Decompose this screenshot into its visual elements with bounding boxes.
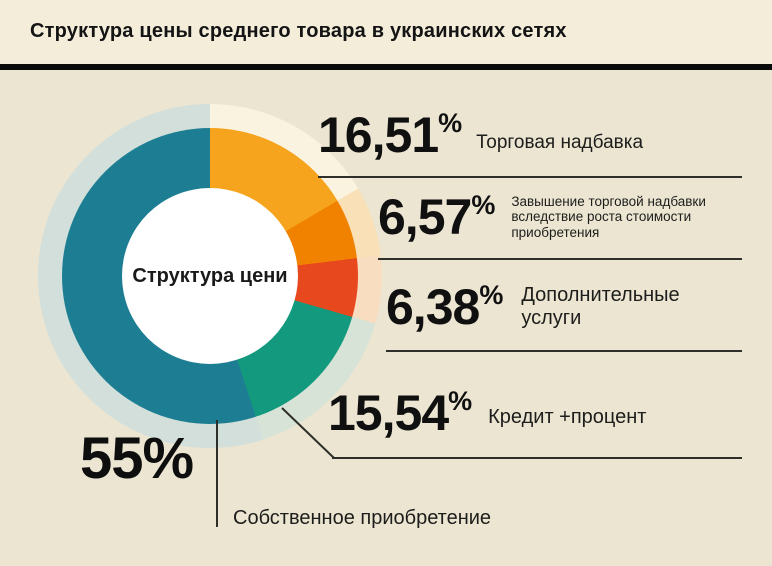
- stat-additional-services: 6,38% Дополнительные услуги: [386, 279, 721, 335]
- stat-markup-inflation: 6,57% Завышение торговой надбавки вследс…: [378, 189, 741, 245]
- donut-chart: Структура цени: [38, 104, 382, 448]
- stat-number: 16,51: [318, 107, 439, 163]
- stat-number: 6,38: [386, 279, 480, 335]
- stat-label: Торговая надбавка: [476, 132, 644, 154]
- header: Структура цены среднего товара в украинс…: [0, 0, 772, 64]
- stat-number: 15,54: [328, 385, 449, 441]
- stat-own-purchase-label: Собственное приобретение: [233, 507, 492, 529]
- stat-own-purchase-value: 55%: [80, 430, 194, 488]
- donut-center-label: Структура цени: [132, 264, 288, 287]
- donut-center: Структура цени: [122, 188, 298, 364]
- stat-number: 6,57: [378, 189, 472, 245]
- percent-sign: %: [448, 386, 473, 416]
- stat-label: Завышение торговой надбавки вследствие р…: [511, 193, 706, 240]
- stat-value: 6,57%: [378, 189, 496, 245]
- underline-markup-inflation: [378, 258, 742, 260]
- stat-number: 55: [80, 426, 144, 491]
- underline-trade-markup: [318, 176, 742, 178]
- stat-label: Дополнительные услуги: [521, 284, 680, 329]
- page-title: Структура цены среднего товара в украинс…: [30, 20, 567, 42]
- underline-additional-services: [386, 350, 742, 352]
- percent-sign: %: [438, 108, 463, 138]
- underline-credit-percent: [332, 457, 742, 459]
- stat-value: 16,51%: [318, 107, 463, 163]
- percent-sign: %: [471, 190, 496, 220]
- stat-credit-percent: 15,54% Кредит +процент: [328, 385, 647, 441]
- divider-bar: [0, 64, 772, 70]
- stat-value: 15,54%: [328, 385, 473, 441]
- stat-trade-markup: 16,51% Торговая надбавка: [318, 107, 644, 163]
- stat-label: Кредит +процент: [488, 406, 647, 428]
- percent-sign: %: [479, 280, 504, 310]
- stat-value: 6,38%: [386, 279, 504, 335]
- percent-sign: %: [142, 426, 195, 491]
